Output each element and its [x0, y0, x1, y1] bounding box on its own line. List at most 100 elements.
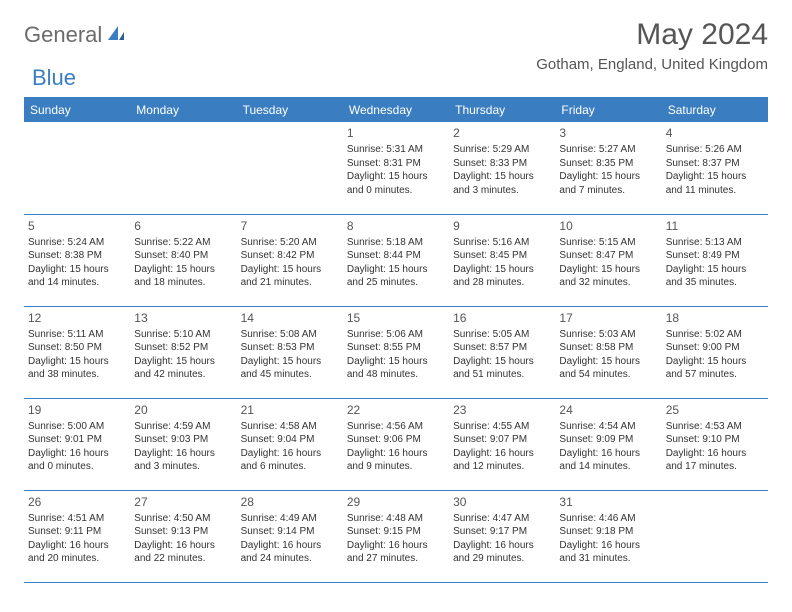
- col-sunday: Sunday: [24, 98, 130, 122]
- calendar-cell: 22Sunrise: 4:56 AMSunset: 9:06 PMDayligh…: [343, 398, 449, 490]
- calendar-cell: 26Sunrise: 4:51 AMSunset: 9:11 PMDayligh…: [24, 490, 130, 582]
- day-number: 24: [559, 402, 657, 418]
- calendar-cell: 13Sunrise: 5:10 AMSunset: 8:52 PMDayligh…: [130, 306, 236, 398]
- sunrise-line: Sunrise: 5:06 AM: [347, 328, 445, 342]
- title-block: May 2024 Gotham, England, United Kingdom: [536, 18, 768, 73]
- daylight-line-2: and 25 minutes.: [347, 276, 445, 290]
- day-number: 17: [559, 310, 657, 326]
- calendar-row: 5Sunrise: 5:24 AMSunset: 8:38 PMDaylight…: [24, 214, 768, 306]
- calendar-cell: [24, 122, 130, 214]
- sunrise-line: Sunrise: 5:08 AM: [241, 328, 339, 342]
- daylight-line-1: Daylight: 15 hours: [453, 355, 551, 369]
- calendar-cell: [662, 490, 768, 582]
- sunset-line: Sunset: 9:07 PM: [453, 433, 551, 447]
- day-number: 31: [559, 494, 657, 510]
- sunset-line: Sunset: 9:15 PM: [347, 525, 445, 539]
- day-number: 8: [347, 218, 445, 234]
- calendar-cell: 4Sunrise: 5:26 AMSunset: 8:37 PMDaylight…: [662, 122, 768, 214]
- daylight-line-2: and 24 minutes.: [241, 552, 339, 566]
- sunrise-line: Sunrise: 5:20 AM: [241, 236, 339, 250]
- sunrise-line: Sunrise: 5:13 AM: [666, 236, 764, 250]
- day-number: 30: [453, 494, 551, 510]
- daylight-line-2: and 31 minutes.: [559, 552, 657, 566]
- calendar-cell: 5Sunrise: 5:24 AMSunset: 8:38 PMDaylight…: [24, 214, 130, 306]
- logo: General: [24, 22, 128, 48]
- sunrise-line: Sunrise: 4:54 AM: [559, 420, 657, 434]
- sunset-line: Sunset: 8:31 PM: [347, 157, 445, 171]
- day-number: 6: [134, 218, 232, 234]
- daylight-line-2: and 3 minutes.: [453, 184, 551, 198]
- sunrise-line: Sunrise: 5:10 AM: [134, 328, 232, 342]
- sunset-line: Sunset: 9:17 PM: [453, 525, 551, 539]
- calendar-cell: 29Sunrise: 4:48 AMSunset: 9:15 PMDayligh…: [343, 490, 449, 582]
- daylight-line-1: Daylight: 16 hours: [347, 539, 445, 553]
- daylight-line-1: Daylight: 16 hours: [134, 447, 232, 461]
- daylight-line-2: and 21 minutes.: [241, 276, 339, 290]
- daylight-line-1: Daylight: 15 hours: [134, 355, 232, 369]
- day-number: 21: [241, 402, 339, 418]
- calendar-cell: 3Sunrise: 5:27 AMSunset: 8:35 PMDaylight…: [555, 122, 661, 214]
- sunrise-line: Sunrise: 4:47 AM: [453, 512, 551, 526]
- col-friday: Friday: [555, 98, 661, 122]
- daylight-line-1: Daylight: 16 hours: [241, 447, 339, 461]
- day-number: 20: [134, 402, 232, 418]
- day-number: 12: [28, 310, 126, 326]
- logo-text-blue: Blue: [32, 65, 76, 91]
- sunset-line: Sunset: 9:14 PM: [241, 525, 339, 539]
- calendar-cell: 11Sunrise: 5:13 AMSunset: 8:49 PMDayligh…: [662, 214, 768, 306]
- calendar-cell: 15Sunrise: 5:06 AMSunset: 8:55 PMDayligh…: [343, 306, 449, 398]
- sunrise-line: Sunrise: 5:11 AM: [28, 328, 126, 342]
- daylight-line-2: and 20 minutes.: [28, 552, 126, 566]
- sunrise-line: Sunrise: 5:00 AM: [28, 420, 126, 434]
- day-number: 28: [241, 494, 339, 510]
- daylight-line-1: Daylight: 15 hours: [241, 355, 339, 369]
- daylight-line-2: and 29 minutes.: [453, 552, 551, 566]
- calendar-cell: 25Sunrise: 4:53 AMSunset: 9:10 PMDayligh…: [662, 398, 768, 490]
- daylight-line-1: Daylight: 16 hours: [453, 539, 551, 553]
- daylight-line-1: Daylight: 16 hours: [347, 447, 445, 461]
- sunset-line: Sunset: 8:45 PM: [453, 249, 551, 263]
- calendar-cell: 7Sunrise: 5:20 AMSunset: 8:42 PMDaylight…: [237, 214, 343, 306]
- day-number: 11: [666, 218, 764, 234]
- daylight-line-2: and 35 minutes.: [666, 276, 764, 290]
- col-wednesday: Wednesday: [343, 98, 449, 122]
- daylight-line-2: and 14 minutes.: [28, 276, 126, 290]
- calendar-body: 1Sunrise: 5:31 AMSunset: 8:31 PMDaylight…: [24, 122, 768, 582]
- col-thursday: Thursday: [449, 98, 555, 122]
- sunrise-line: Sunrise: 5:22 AM: [134, 236, 232, 250]
- calendar-cell: 18Sunrise: 5:02 AMSunset: 9:00 PMDayligh…: [662, 306, 768, 398]
- calendar-cell: 28Sunrise: 4:49 AMSunset: 9:14 PMDayligh…: [237, 490, 343, 582]
- calendar-cell: 12Sunrise: 5:11 AMSunset: 8:50 PMDayligh…: [24, 306, 130, 398]
- calendar-cell: 19Sunrise: 5:00 AMSunset: 9:01 PMDayligh…: [24, 398, 130, 490]
- daylight-line-2: and 0 minutes.: [347, 184, 445, 198]
- day-number: 23: [453, 402, 551, 418]
- calendar-row: 26Sunrise: 4:51 AMSunset: 9:11 PMDayligh…: [24, 490, 768, 582]
- calendar-cell: 16Sunrise: 5:05 AMSunset: 8:57 PMDayligh…: [449, 306, 555, 398]
- daylight-line-1: Daylight: 15 hours: [559, 263, 657, 277]
- col-tuesday: Tuesday: [237, 98, 343, 122]
- daylight-line-1: Daylight: 16 hours: [666, 447, 764, 461]
- daylight-line-2: and 17 minutes.: [666, 460, 764, 474]
- daylight-line-1: Daylight: 15 hours: [134, 263, 232, 277]
- calendar-row: 12Sunrise: 5:11 AMSunset: 8:50 PMDayligh…: [24, 306, 768, 398]
- daylight-line-1: Daylight: 15 hours: [666, 355, 764, 369]
- sunset-line: Sunset: 9:09 PM: [559, 433, 657, 447]
- daylight-line-2: and 3 minutes.: [134, 460, 232, 474]
- sunrise-line: Sunrise: 5:05 AM: [453, 328, 551, 342]
- daylight-line-2: and 32 minutes.: [559, 276, 657, 290]
- sunrise-line: Sunrise: 4:51 AM: [28, 512, 126, 526]
- daylight-line-1: Daylight: 15 hours: [347, 170, 445, 184]
- calendar-cell: 8Sunrise: 5:18 AMSunset: 8:44 PMDaylight…: [343, 214, 449, 306]
- daylight-line-1: Daylight: 15 hours: [241, 263, 339, 277]
- sunrise-line: Sunrise: 4:56 AM: [347, 420, 445, 434]
- sunset-line: Sunset: 9:01 PM: [28, 433, 126, 447]
- calendar-cell: [237, 122, 343, 214]
- sunrise-line: Sunrise: 5:27 AM: [559, 143, 657, 157]
- col-monday: Monday: [130, 98, 236, 122]
- day-number: 14: [241, 310, 339, 326]
- day-header-row: Sunday Monday Tuesday Wednesday Thursday…: [24, 98, 768, 122]
- calendar-cell: 23Sunrise: 4:55 AMSunset: 9:07 PMDayligh…: [449, 398, 555, 490]
- sunset-line: Sunset: 9:04 PM: [241, 433, 339, 447]
- daylight-line-1: Daylight: 15 hours: [347, 355, 445, 369]
- daylight-line-2: and 22 minutes.: [134, 552, 232, 566]
